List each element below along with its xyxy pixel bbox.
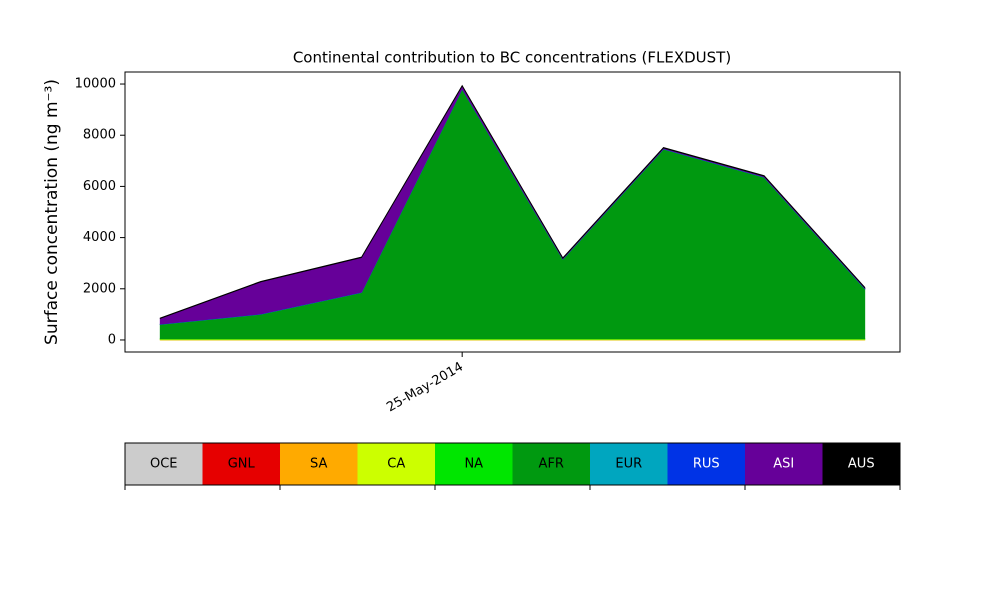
legend-swatch	[590, 443, 668, 485]
area	[159, 84, 866, 320]
legend-swatch	[667, 443, 745, 485]
legend-frame	[124, 442, 901, 486]
legend-label: AFR	[539, 457, 564, 472]
y-tick-label: 8000	[83, 128, 116, 143]
legend-label: ASI	[773, 457, 794, 472]
y-tick-label: 0	[108, 332, 116, 347]
axes-frame	[124, 71, 901, 353]
legend-label: CA	[387, 457, 405, 472]
chart-title: Continental contribution to BC concentra…	[293, 49, 731, 67]
legend-label: EUR	[615, 457, 642, 472]
y-axis-label: Surface concentration (ng m⁻³)	[42, 79, 62, 345]
y-tick-label: 6000	[83, 179, 116, 194]
plot-area	[159, 84, 866, 341]
legend-label: AUS	[848, 457, 875, 472]
legend-swatch	[745, 443, 823, 485]
legend-swatch	[202, 443, 280, 485]
y-tick-label: 2000	[83, 281, 116, 296]
legend-label: NA	[464, 457, 483, 472]
legend-label: OCE	[150, 457, 178, 472]
legend-label: RUS	[693, 457, 720, 472]
legend-swatch	[280, 443, 358, 485]
legend-ticks	[124, 485, 901, 490]
legend-swatch	[822, 443, 900, 485]
legend-label: GNL	[228, 457, 256, 472]
legend-swatch	[357, 443, 435, 485]
legend-label: SA	[310, 457, 327, 472]
y-tick-label: 4000	[83, 230, 116, 245]
y-tick-label: 10000	[75, 77, 116, 92]
legend-swatch	[512, 443, 590, 485]
legend-swatch	[125, 443, 203, 485]
legend-swatch	[435, 443, 513, 485]
